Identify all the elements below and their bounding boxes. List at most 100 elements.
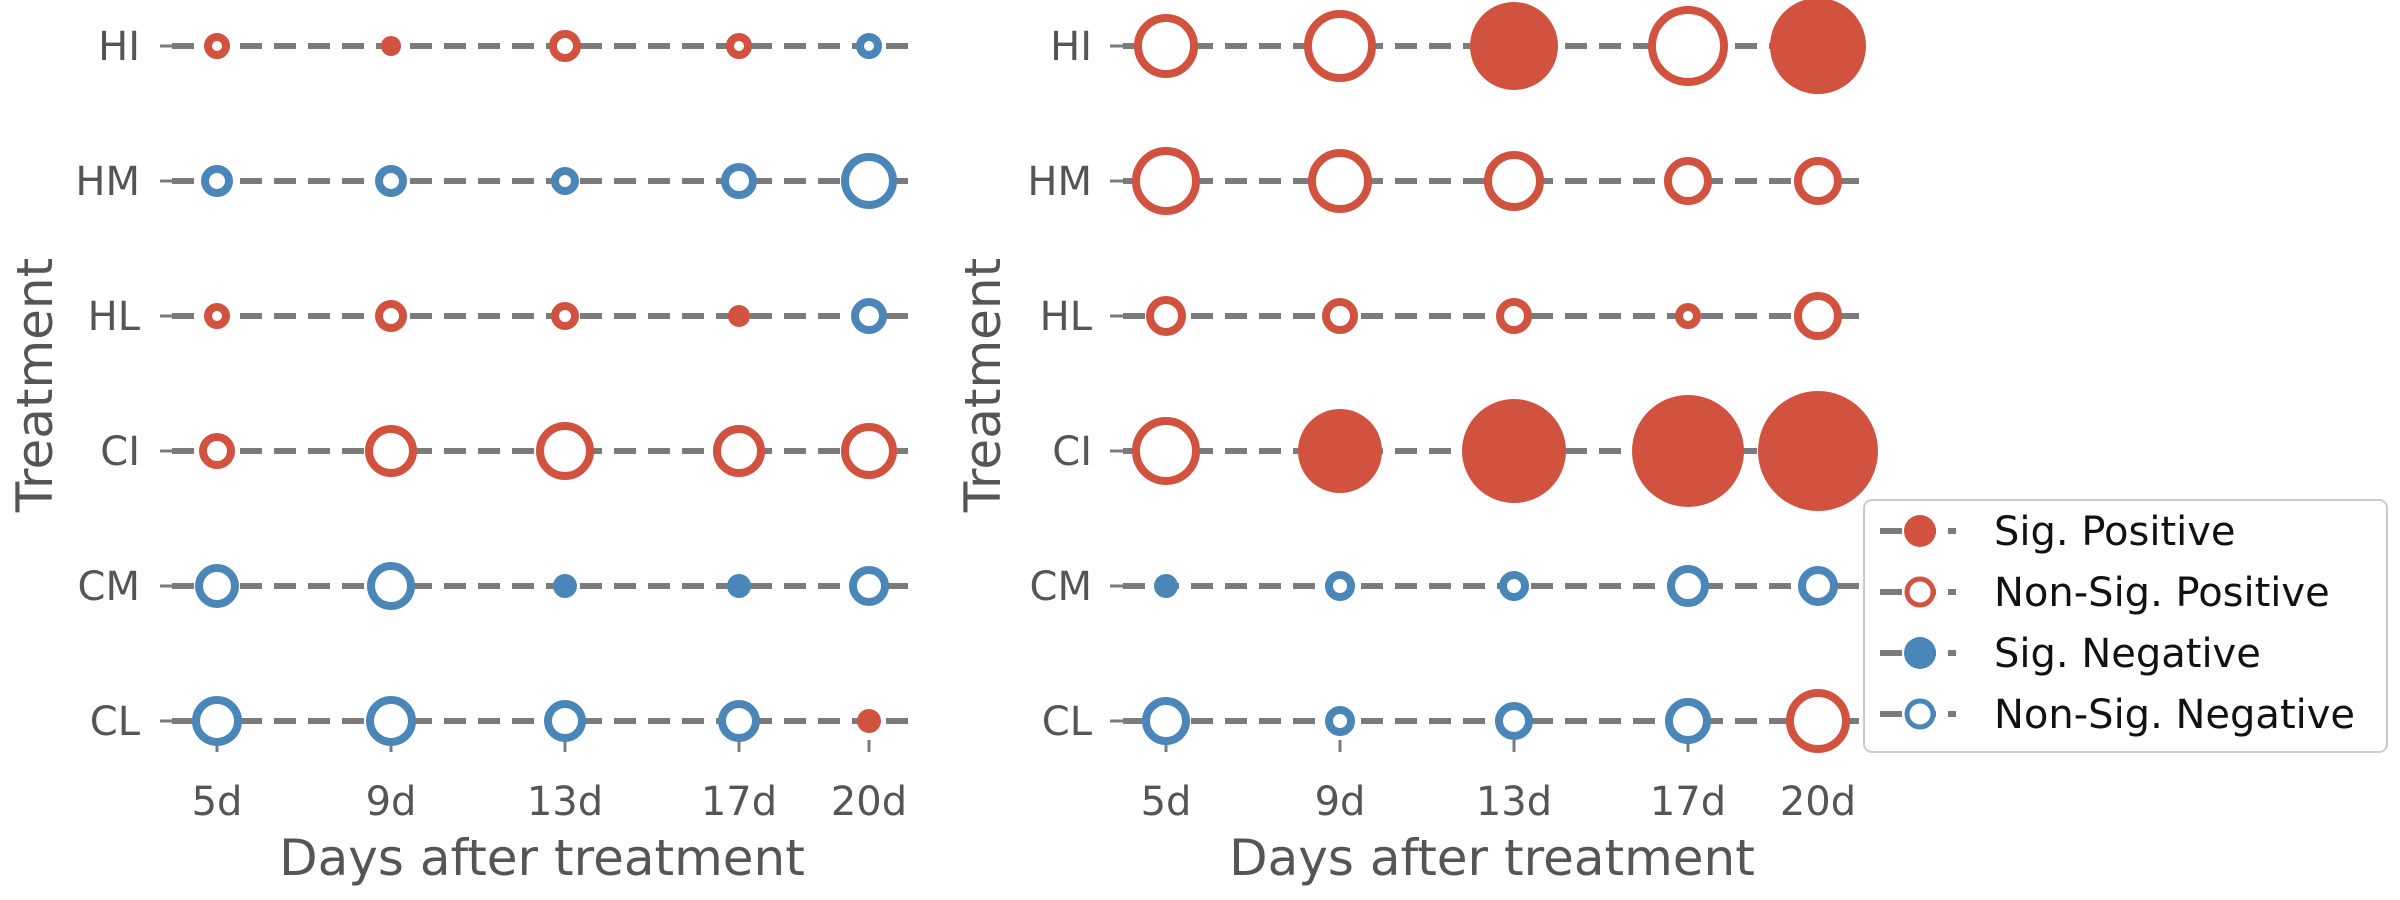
data-point (1786, 689, 1850, 753)
data-point (1484, 151, 1544, 211)
y-tick-label: HI (98, 24, 140, 70)
data-point (195, 564, 239, 608)
data-point (1499, 571, 1529, 601)
y-tick-label: CL (1042, 699, 1093, 745)
data-point (1154, 574, 1178, 598)
data-point (544, 700, 586, 742)
data-point (841, 423, 897, 479)
y-tick-label: CI (1052, 429, 1092, 475)
legend-item: Non-Sig. Positive (1880, 570, 2330, 616)
data-point (1665, 698, 1711, 744)
data-point (204, 33, 230, 59)
data-point (727, 574, 751, 598)
x-tick-label: 17d (701, 779, 777, 825)
data-point (1132, 417, 1200, 485)
data-point (1667, 565, 1709, 607)
data-point (726, 33, 752, 59)
data-point (1758, 391, 1878, 511)
x-tick-label: 9d (366, 779, 417, 825)
data-point (718, 700, 760, 742)
data-point (1142, 697, 1190, 745)
data-point (199, 433, 235, 469)
data-point (1794, 157, 1842, 205)
data-point (551, 302, 579, 330)
data-point (1496, 298, 1532, 334)
data-point (856, 33, 882, 59)
x-tick-label: 17d (1650, 779, 1726, 825)
data-point (1146, 296, 1186, 336)
data-point (849, 566, 889, 606)
data-point (857, 709, 881, 733)
data-point (1308, 149, 1372, 213)
y-tick-label: HL (1040, 294, 1093, 340)
data-point (536, 422, 594, 480)
y-tick-label: CI (100, 429, 140, 475)
data-point (1648, 6, 1728, 86)
data-point (381, 36, 401, 56)
data-point (549, 30, 581, 62)
y-tick-label: HI (1050, 24, 1092, 70)
data-point (728, 305, 750, 327)
data-point (1462, 399, 1566, 503)
data-point (366, 696, 416, 746)
x-tick-label: 20d (831, 779, 907, 825)
data-point (204, 303, 230, 329)
data-point (713, 425, 765, 477)
legend-marker (1904, 698, 1936, 730)
data-point (1495, 702, 1533, 740)
x-tick-label: 9d (1315, 779, 1366, 825)
data-point (1675, 303, 1701, 329)
data-point (1325, 706, 1355, 736)
legend-label: Non-Sig. Positive (1994, 570, 2330, 616)
data-point (1134, 14, 1198, 78)
data-point (192, 696, 242, 746)
legend-item: Non-Sig. Negative (1880, 692, 2355, 738)
y-axis-title: Treatment (954, 258, 1012, 513)
y-tick-label: CM (78, 564, 140, 610)
y-tick-label: CL (90, 699, 141, 745)
data-point (1664, 157, 1712, 205)
y-tick-label: HM (1027, 159, 1092, 205)
chart-panel-1: HI HM HL CI CM CL 5d 9d 13d 17d 20d Days after trea… (6, 24, 914, 887)
data-point (1794, 292, 1842, 340)
x-axis-title: Days after treatment (1229, 829, 1755, 887)
y-tick-label: HL (88, 294, 141, 340)
chart-panels: HI HM HL CI CM CL 5d 9d 13d 17d 20d Days after trea… (6, 0, 1878, 887)
data-point (721, 163, 757, 199)
y-tick-label: CM (1030, 564, 1092, 610)
data-point (365, 425, 417, 477)
x-tick-label: 13d (1476, 779, 1552, 825)
data-point (1770, 0, 1866, 94)
chart-panel-2: HI HM HL CI CM CL 5d 9d 13d 17d 20d Days after trea… (954, 0, 1878, 887)
data-point (375, 165, 407, 197)
x-tick-label: 13d (527, 779, 603, 825)
legend-label: Non-Sig. Negative (1994, 692, 2355, 738)
x-tick-label: 5d (192, 779, 243, 825)
y-axis-title: Treatment (6, 258, 64, 513)
x-tick-label: 20d (1780, 779, 1856, 825)
data-point (841, 153, 897, 209)
data-point (201, 165, 233, 197)
x-axis-title: Days after treatment (279, 829, 805, 887)
legend-marker (1904, 637, 1936, 669)
legend-item: Sig. Positive (1880, 509, 2236, 555)
data-point (851, 298, 887, 334)
data-point (1304, 10, 1376, 82)
data-point (1325, 571, 1355, 601)
data-point (367, 562, 415, 610)
legend-marker (1904, 515, 1936, 547)
data-point (1632, 395, 1744, 507)
data-point (551, 167, 579, 195)
legend: Sig. Positive Non-Sig. Positive Sig. Negat… (1863, 499, 2388, 753)
data-point (1470, 2, 1558, 90)
data-point (1132, 147, 1200, 215)
x-tick-label: 5d (1141, 779, 1192, 825)
legend-label: Sig. Negative (1994, 631, 2261, 677)
data-point (1798, 566, 1838, 606)
legend-label: Sig. Positive (1994, 509, 2236, 555)
data-point (1298, 409, 1382, 493)
data-point (553, 574, 577, 598)
y-tick-label: HM (75, 159, 140, 205)
legend-box (1863, 499, 2388, 753)
